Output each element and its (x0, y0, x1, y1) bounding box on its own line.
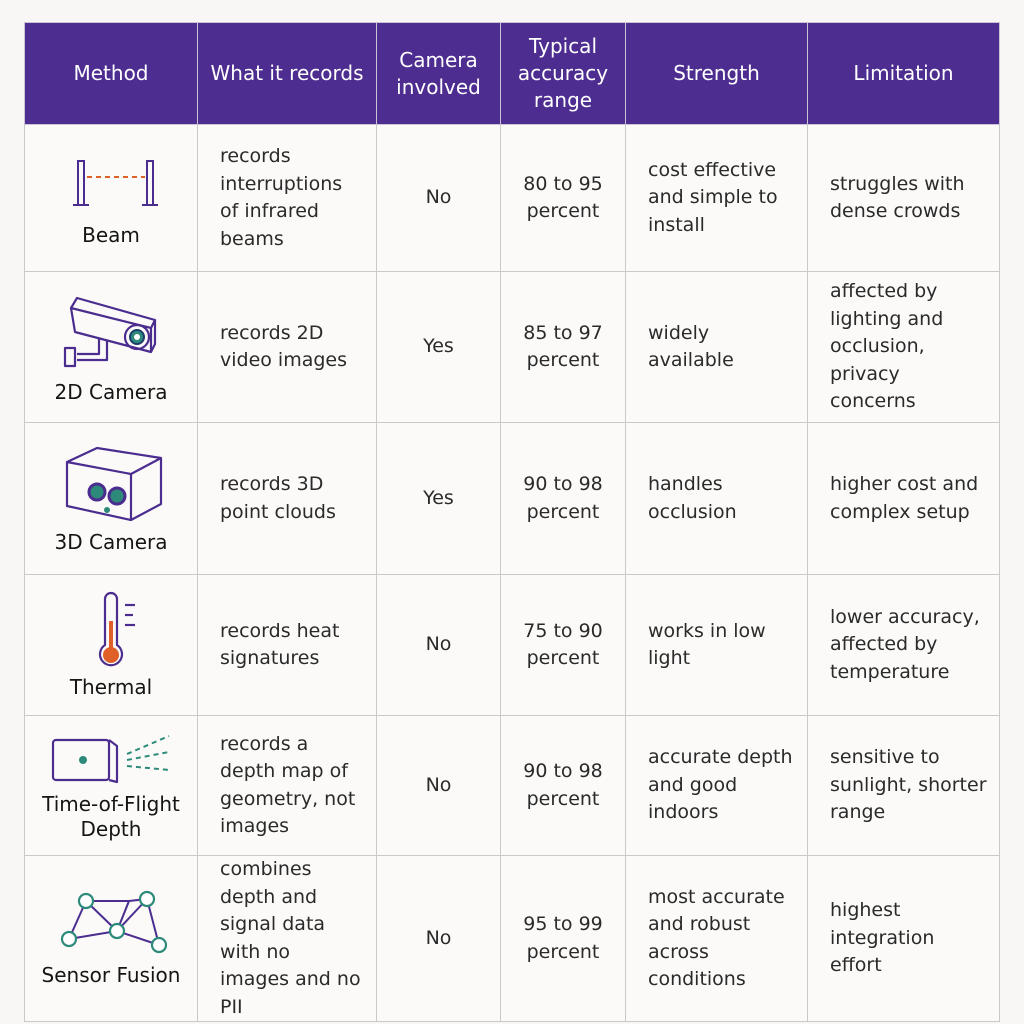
method-label: 3D Camera (54, 530, 168, 554)
accuracy-cell: 75 to 90 percent (500, 574, 626, 716)
comparison-table: Method What it records Camera involved T… (24, 22, 1000, 1022)
limitation-cell: struggles with dense crowds (807, 124, 1000, 272)
records-cell: records interruptions of infrared beams (197, 124, 377, 272)
security-camera-icon (63, 296, 157, 367)
accuracy-cell: 80 to 95 percent (500, 124, 626, 272)
accuracy-value: 90 to 98 percent (523, 760, 603, 810)
thermometer-icon (98, 591, 135, 666)
strength-cell: accurate depth and good indoors (625, 715, 808, 856)
records-cell: records 2D video images (197, 271, 377, 423)
method-label: Sensor Fusion (41, 963, 181, 987)
accuracy-value: 95 to 99 percent (523, 913, 603, 963)
method-label: 2D Camera (54, 379, 168, 404)
comparison-table-container: Method What it records Camera involved T… (24, 22, 1000, 1022)
method-label: Beam (82, 222, 140, 247)
header-camera-involved: Camera involved (376, 22, 501, 125)
accuracy-cell: 90 to 98 percent (500, 715, 626, 856)
accuracy-value: 80 to 95 percent (523, 172, 603, 223)
method-label: Thermal (69, 674, 153, 699)
camera-cell: No (376, 715, 501, 856)
method-cell-thermal: Thermal (24, 574, 198, 716)
beam-icon (73, 159, 158, 206)
accuracy-cell: 95 to 99 percent (500, 855, 626, 1022)
limitation-cell: lower accuracy, affected by temperature (807, 574, 1000, 716)
camera-cell: Yes (376, 422, 501, 575)
limitation-cell: sensitive to sunlight, shorter range (807, 715, 1000, 856)
accuracy-value: 75 to 90 percent (523, 619, 603, 670)
records-cell: combines depth and signal data with no i… (197, 855, 377, 1022)
method-cell-tof: Time-of-Flight Depth (24, 715, 198, 856)
header-accuracy-range: Typical accuracy range (500, 22, 626, 125)
table-row: Time-of-Flight Depth records a depth map… (24, 715, 1000, 856)
accuracy-value: 90 to 98 percent (523, 473, 603, 523)
accuracy-cell: 90 to 98 percent (500, 422, 626, 575)
camera-cell: No (376, 574, 501, 716)
table-row: Beam records interruptions of infrared b… (24, 124, 1000, 272)
camera-cell: Yes (376, 271, 501, 423)
strength-cell: handles occlusion (625, 422, 808, 575)
table-row: Thermal records heat signatures No 75 to… (24, 574, 1000, 716)
method-cell-3d-camera: 3D Camera (24, 422, 198, 575)
limitation-cell: affected by lighting and occlusion, priv… (807, 271, 1000, 423)
header-what-it-records: What it records (197, 22, 377, 125)
header-limitation: Limitation (807, 22, 1000, 125)
strength-cell: widely available (625, 271, 808, 423)
method-cell-2d-camera: 2D Camera (24, 271, 198, 423)
table-row: 3D Camera records 3D point clouds Yes 90… (24, 422, 1000, 575)
accuracy-value: 85 to 97 percent (523, 321, 603, 372)
tof-sensor-icon (51, 734, 170, 783)
records-cell: records 3D point clouds (197, 422, 377, 575)
records-cell: records a depth map of geometry, not ima… (197, 715, 377, 856)
limitation-cell: higher cost and complex setup (807, 422, 1000, 575)
header-strength: Strength (625, 22, 808, 125)
camera-cell: No (376, 124, 501, 272)
strength-cell: works in low light (625, 574, 808, 716)
network-nodes-icon (60, 890, 168, 954)
accuracy-cell: 85 to 97 percent (500, 271, 626, 423)
method-cell-sensor-fusion: Sensor Fusion (24, 855, 198, 1022)
header-accuracy-label: Typical accuracy range (517, 34, 609, 112)
table-row: Sensor Fusion combines depth and signal … (24, 855, 1000, 1022)
stereo-camera-icon (65, 446, 163, 522)
records-cell: records heat signatures (197, 574, 377, 716)
camera-cell: No (376, 855, 501, 1022)
strength-cell: cost effective and simple to install (625, 124, 808, 272)
limitation-cell: highest integration effort (807, 855, 1000, 1022)
method-label: Time-of-Flight Depth (42, 791, 180, 841)
header-method: Method (24, 22, 198, 125)
table-row: 2D Camera records 2D video images Yes 85… (24, 271, 1000, 423)
strength-cell: most accurate and robust across conditio… (625, 855, 808, 1022)
header-camera-label: Camera involved (396, 47, 481, 99)
method-cell-beam: Beam (24, 124, 198, 272)
table-header-row: Method What it records Camera involved T… (24, 22, 1000, 125)
